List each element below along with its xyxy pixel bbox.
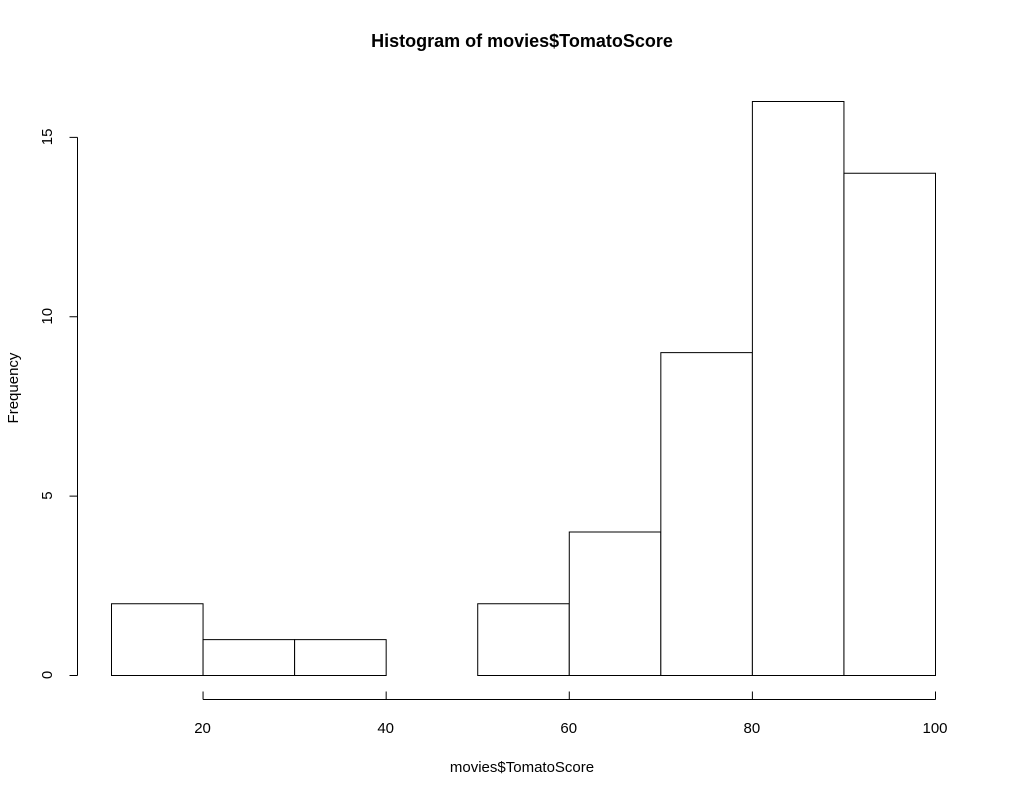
y-tick-label-15: 15 — [39, 129, 56, 146]
y-tick-label-10: 10 — [39, 308, 56, 325]
histogram-bar-30-40 — [294, 639, 387, 676]
histogram-bar-50-60 — [477, 603, 570, 676]
bars-group — [111, 101, 937, 676]
histogram-bar-20-30 — [202, 639, 296, 676]
histogram-bar-10-20 — [111, 603, 204, 676]
x-tick-label-100: 100 — [922, 720, 947, 737]
x-tick-label-60: 60 — [560, 720, 577, 737]
histogram-bar-90-100 — [843, 172, 937, 676]
histogram-bar-60-70 — [568, 531, 662, 676]
x-tick-label-20: 20 — [194, 720, 211, 737]
histogram-bar-80-90 — [751, 101, 845, 676]
chart-title: Histogram of movies$TomatoScore — [371, 31, 673, 51]
y-axis: 0 5 10 15 — [39, 129, 78, 679]
histogram-bar-70-80 — [660, 352, 753, 676]
y-tick-label-0: 0 — [39, 671, 56, 679]
x-axis: 20 40 60 80 100 — [194, 691, 948, 737]
x-axis-label: movies$TomatoScore — [450, 759, 594, 776]
y-tick-label-5: 5 — [39, 491, 56, 499]
x-tick-label-80: 80 — [744, 720, 761, 737]
y-axis-label: Frequency — [5, 352, 22, 423]
x-tick-label-40: 40 — [377, 720, 394, 737]
